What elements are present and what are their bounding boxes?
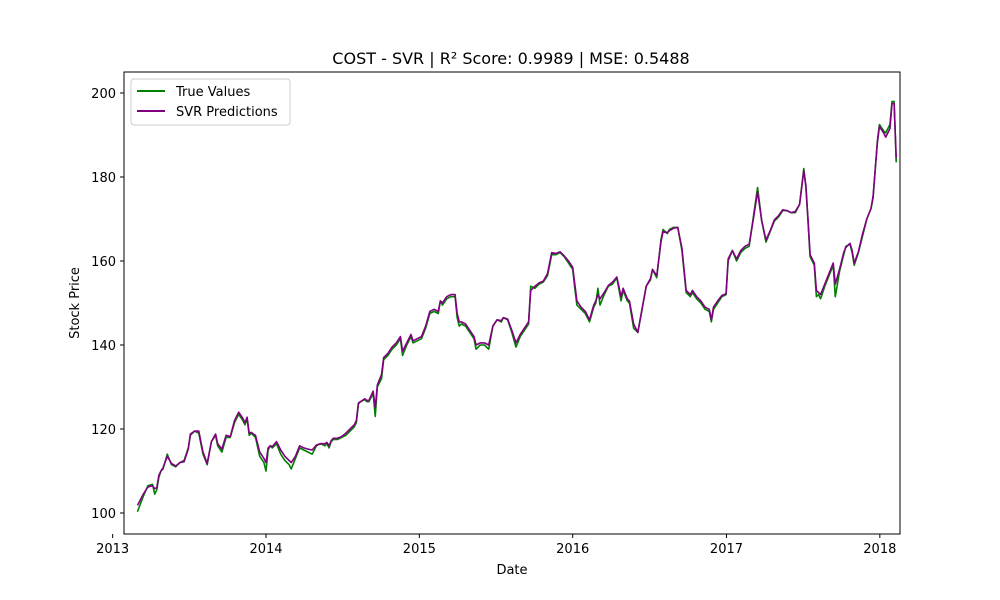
y-tick-label: 180	[91, 171, 116, 186]
x-tick-label: 2017	[710, 542, 743, 557]
series-line-svr-predictions	[136, 102, 898, 506]
y-axis-label: Stock Price	[68, 267, 83, 339]
series-layer	[136, 100, 898, 513]
x-axis-label: Date	[496, 563, 527, 578]
y-axis: 100 120 140 160 180 200	[91, 87, 124, 522]
x-tick-label: 2014	[249, 542, 282, 557]
y-tick-label: 100	[91, 507, 116, 522]
y-tick-label: 140	[91, 339, 116, 354]
y-tick-label: 120	[91, 423, 116, 438]
y-tick-label: 160	[91, 255, 116, 270]
x-tick-label: 2013	[96, 542, 129, 557]
legend-box	[130, 78, 291, 126]
plot-frame	[123, 71, 901, 535]
legend: True Values SVR Predictions	[130, 78, 291, 126]
chart-title: COST - SVR | R² Score: 0.9989 | MSE: 0.5…	[332, 49, 689, 68]
legend-label-svr-predictions: SVR Predictions	[176, 105, 278, 120]
x-axis: 2013 2014 2015 2016 2017 2018	[96, 534, 896, 557]
plot-area	[124, 72, 900, 534]
legend-label-true-values: True Values	[175, 85, 250, 100]
x-tick-label: 2016	[556, 542, 589, 557]
y-tick-label: 200	[91, 87, 116, 102]
x-tick-label: 2018	[863, 542, 896, 557]
x-tick-label: 2015	[403, 542, 436, 557]
